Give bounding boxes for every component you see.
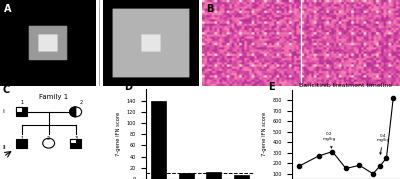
Text: 0.4
mg/kg: 0.4 mg/kg: [376, 134, 390, 154]
Text: 1: 1: [20, 100, 23, 105]
Text: II: II: [2, 145, 6, 150]
Polygon shape: [16, 107, 27, 116]
Title: Baricitinib treatment timeline: Baricitinib treatment timeline: [299, 83, 392, 88]
Text: 2: 2: [47, 136, 50, 141]
Y-axis label: 7-gene IFN score: 7-gene IFN score: [262, 112, 267, 156]
Text: 1: 1: [20, 136, 23, 141]
Polygon shape: [70, 107, 76, 117]
Text: 3: 3: [74, 136, 77, 141]
Polygon shape: [16, 107, 22, 112]
Polygon shape: [70, 139, 76, 143]
Bar: [206, 172, 222, 179]
Text: D: D: [124, 82, 132, 92]
Text: 0.2
mg/kg: 0.2 mg/kg: [322, 132, 336, 148]
Text: B: B: [206, 4, 213, 14]
Polygon shape: [70, 139, 81, 148]
Text: A: A: [4, 4, 12, 14]
Text: Family 1: Family 1: [40, 94, 69, 100]
Text: 2: 2: [80, 100, 83, 105]
Y-axis label: 7-gene IFN score: 7-gene IFN score: [116, 112, 121, 156]
Bar: [178, 173, 194, 179]
Text: E: E: [268, 82, 275, 92]
Bar: [151, 101, 166, 179]
Polygon shape: [16, 139, 27, 148]
Text: C: C: [2, 85, 10, 95]
Bar: [234, 175, 249, 179]
Text: I: I: [2, 109, 4, 114]
